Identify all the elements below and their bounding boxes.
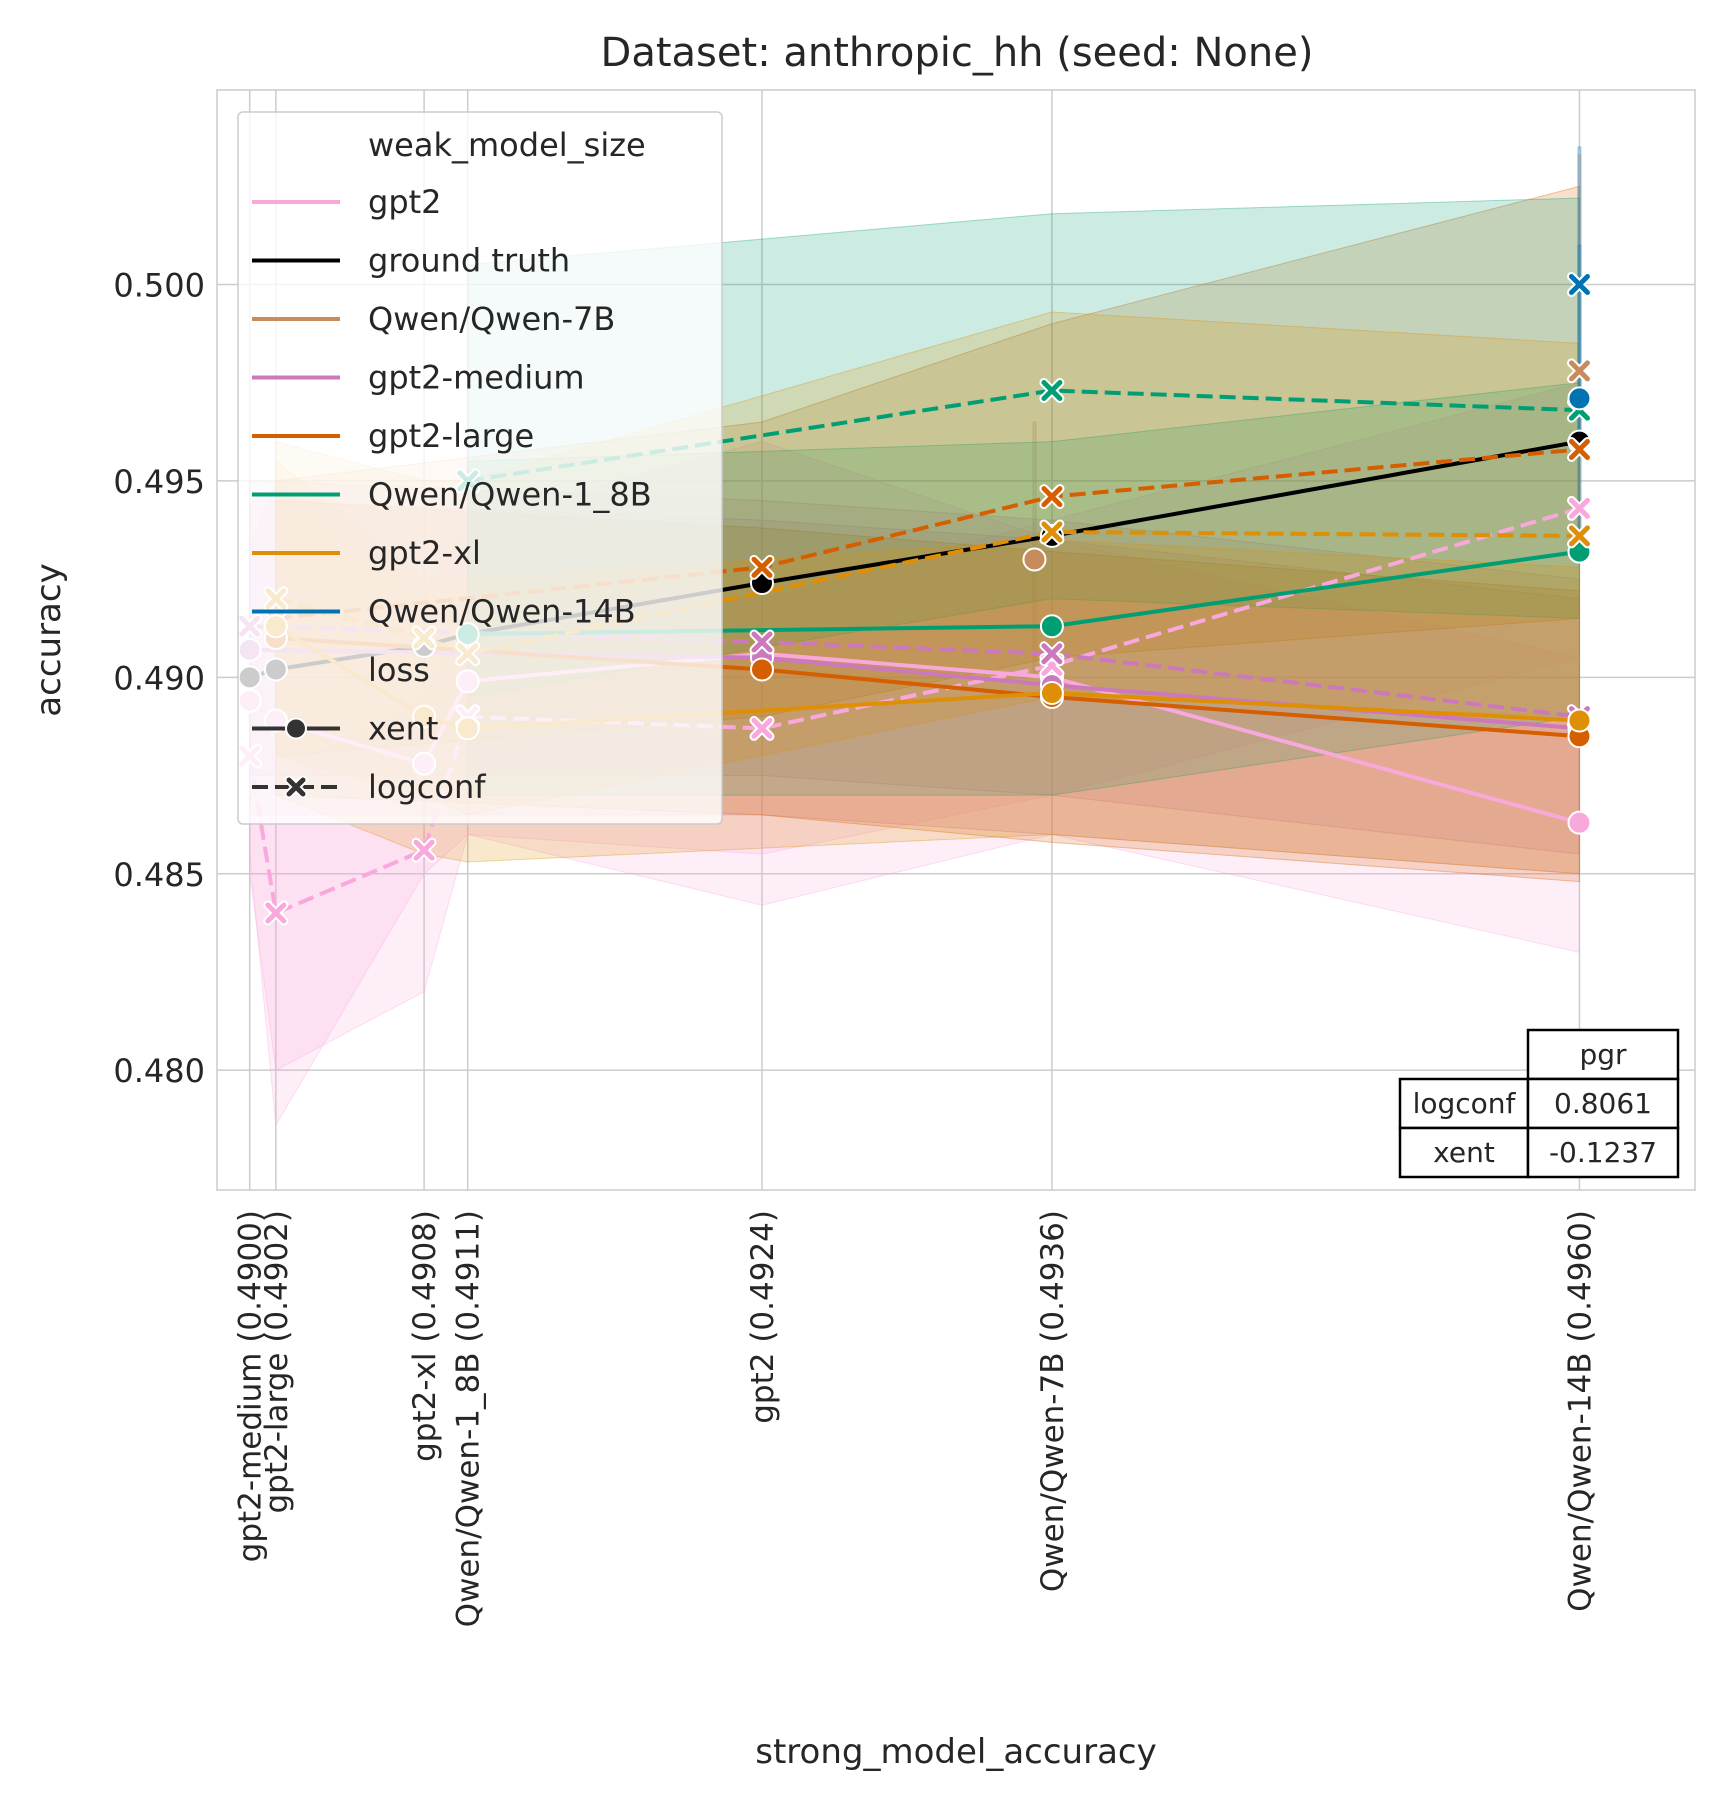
pgr-table: pgr logconf 0.8061 xent -0.1237: [1398, 1028, 1680, 1179]
x-tick-label: Qwen/Qwen-1_8B (0.4911): [451, 1210, 487, 1627]
x-tick-label: Qwen/Qwen-14B (0.4960): [1562, 1210, 1598, 1612]
legend-frame: [237, 111, 723, 825]
legend-label-qwen-qwen-7b: Qwen/Qwen-7B: [368, 300, 615, 338]
point-gpt2-xl-logconf: [1039, 519, 1065, 545]
legend-marker-logconf: [284, 775, 308, 799]
x-tick-label: gpt2-xl (0.4908): [407, 1210, 443, 1462]
y-tick-label: 0.490: [113, 659, 205, 697]
legend-label-logconf: logconf: [368, 768, 486, 806]
point-qwen-qwen-14b-logconf: [1566, 271, 1592, 297]
point-qwen-qwen-7b-xent: [1022, 547, 1047, 572]
x-tick-label: gpt2-large (0.4902): [259, 1210, 295, 1514]
legend-marker-xent: [285, 717, 307, 740]
x-axis-label: strong_model_accuracy: [755, 1732, 1156, 1772]
point-gpt2-large-logconf: [749, 554, 775, 580]
point-gpt2-logconf: [411, 837, 437, 863]
point-gpt2-xl-xent: [1039, 681, 1064, 706]
pgr-table-row-value: 0.8061: [1554, 1087, 1652, 1120]
point-gpt2-medium-logconf: [749, 629, 775, 655]
y-axis-label: accuracy: [29, 563, 69, 716]
legend-style-title: loss: [368, 651, 430, 689]
point-qwen-qwen-7b-logconf: [1566, 358, 1592, 384]
legend-label-ground-truth: ground truth: [368, 242, 570, 280]
point-gpt2-xl-xent: [1567, 708, 1592, 733]
pgr-table-row-label: logconf: [1413, 1087, 1517, 1120]
pgr-table-row-value: -0.1237: [1549, 1136, 1657, 1169]
x-tick-labels: gpt2-medium (0.4900)gpt2-large (0.4902) g…: [233, 1210, 1599, 1627]
y-tick-label: 0.500: [113, 266, 205, 304]
y-tick-label: 0.495: [113, 463, 205, 501]
point-gpt2-large-xent: [749, 657, 774, 682]
y-tick-label: 0.485: [113, 856, 205, 894]
x-tick-label: gpt2-medium (0.4900): [233, 1210, 269, 1562]
legend-label-qwen-qwen-1-8b: Qwen/Qwen-1_8B: [368, 476, 652, 514]
x-tick-label: Qwen/Qwen-7B (0.4936): [1035, 1210, 1071, 1592]
point-gpt2-logconf: [749, 715, 775, 741]
legend-label-qwen-qwen-14b: Qwen/Qwen-14B: [368, 593, 636, 631]
point-gpt2-xent: [1567, 810, 1592, 835]
pgr-table-row-value-cell: [1526, 1126, 1680, 1179]
pgr-table-row-value-cell: [1526, 1077, 1680, 1130]
point-gpt2-large-logconf: [1566, 436, 1592, 462]
x-tick-label: gpt2 (0.4924): [745, 1210, 781, 1424]
y-tick-labels: 0.480 0.485 0.490 0.495 0.500: [113, 266, 205, 1090]
legend-title: weak_model_size: [368, 126, 646, 164]
point-gpt2-logconf: [1566, 495, 1592, 521]
chart-title: Dataset: anthropic_hh (seed: None): [601, 30, 1314, 76]
legend-label-gpt2: gpt2: [368, 183, 442, 221]
legend: weak_model_size gpt2 ground truth Qwen/Qwen…: [237, 111, 723, 825]
point-qwen-qwen-14b-xent: [1567, 386, 1592, 411]
y-tick-label: 0.480: [113, 1052, 205, 1090]
point-gpt2-xl-logconf: [1566, 523, 1592, 549]
legend-label-xent: xent: [368, 710, 438, 748]
legend-label-gpt2-medium: gpt2-medium: [368, 359, 585, 397]
point-gpt2-medium-logconf: [1039, 641, 1065, 667]
point-qwen-qwen-1-8b-xent: [1039, 614, 1064, 639]
legend-label-gpt2-xl: gpt2-xl: [368, 534, 481, 572]
point-gpt2-large-logconf: [1039, 484, 1065, 510]
legend-label-gpt2-large: gpt2-large: [368, 417, 534, 455]
pgr-table-header: pgr: [1579, 1038, 1627, 1071]
point-qwen-qwen-1-8b-logconf: [1039, 378, 1065, 404]
pgr-table-row-label: xent: [1433, 1136, 1495, 1169]
point-gpt2-logconf: [263, 900, 289, 926]
